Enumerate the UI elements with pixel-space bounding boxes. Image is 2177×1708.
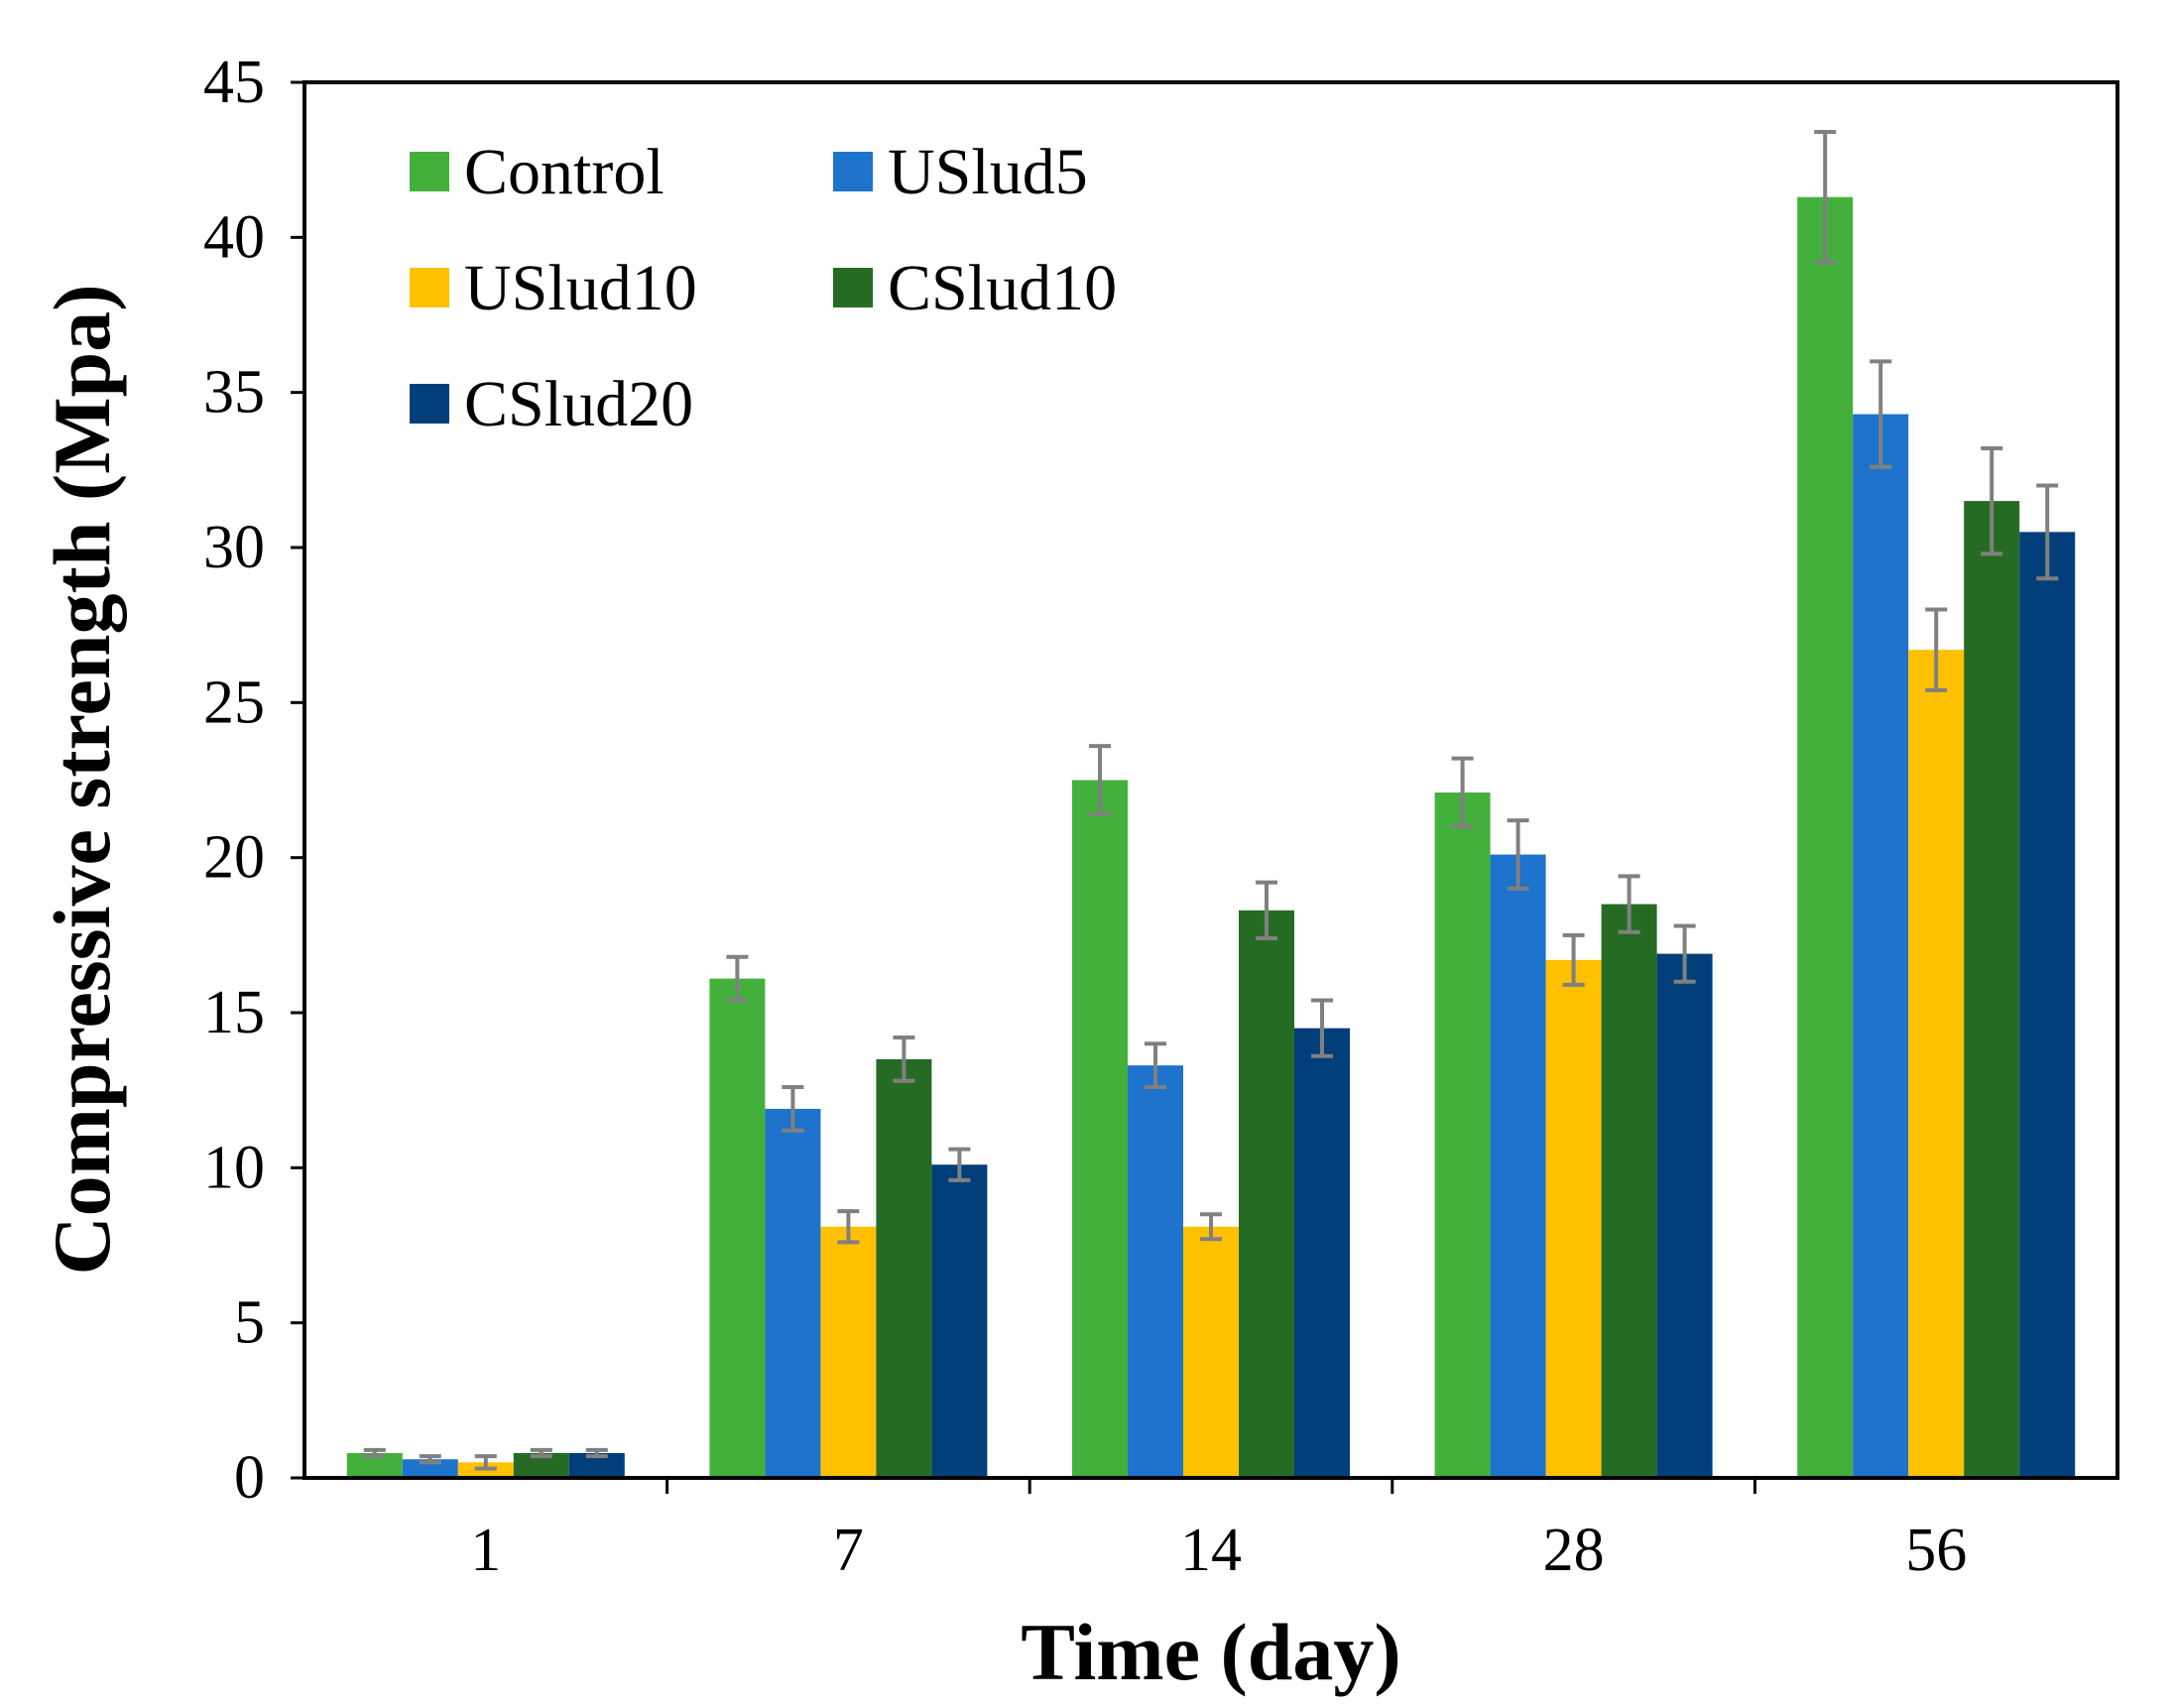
error-bar-USlud5-day-1: [419, 1454, 441, 1465]
bar-Control-day-56: [1797, 196, 1854, 1479]
legend-swatch: [410, 152, 449, 191]
bar-CSlud20-day-28: [1656, 953, 1713, 1478]
error-bar-CSlud10-day-7: [893, 1036, 915, 1083]
legend-item-Control: Control: [410, 136, 665, 208]
legend-swatch: [833, 152, 873, 191]
bar-Control-day-7: [709, 978, 766, 1478]
bar-USlud10-day-28: [1545, 959, 1602, 1478]
y-tick-label: 20: [203, 824, 265, 892]
error-bar-Control-day-1: [363, 1447, 386, 1459]
error-bar-USlud10-day-1: [474, 1454, 497, 1471]
y-tick-label: 0: [234, 1444, 265, 1512]
bar-USlud5-day-56: [1853, 414, 1909, 1478]
legend-swatch: [410, 384, 449, 424]
x-tick-label: 7: [833, 1517, 864, 1584]
error-bar-USlud10-day-7: [837, 1209, 860, 1245]
y-tick-label: 35: [203, 359, 265, 427]
x-axis-title: Time (day): [1021, 1607, 1400, 1697]
y-tick-label: 40: [203, 203, 265, 271]
bar-CSlud20-day-14: [1294, 1028, 1350, 1478]
bar-CSlud10-day-14: [1239, 910, 1294, 1478]
error-bar-Control-day-7: [726, 954, 749, 1003]
legend-label: USlud5: [888, 136, 1088, 208]
legend-item-USlud5: USlud5: [833, 136, 1088, 208]
error-bar-CSlud10-day-14: [1256, 880, 1277, 940]
y-axis: 0 5 10 15 20 25 30 35 40 45: [203, 49, 304, 1512]
y-tick-label: 45: [203, 49, 265, 116]
error-bar-Control-day-56: [1814, 130, 1837, 265]
y-axis-title: Compressive strength (Mpa): [37, 284, 127, 1275]
bar-CSlud20-day-56: [2019, 532, 2076, 1478]
y-tick-label: 5: [234, 1289, 265, 1357]
error-bar-CSlud20-day-28: [1673, 923, 1696, 984]
bar-USlud10-day-56: [1908, 650, 1965, 1478]
y-tick-label: 15: [203, 979, 265, 1046]
error-bar-CSlud20-day-56: [2036, 483, 2059, 581]
bars-layer: [346, 196, 2076, 1479]
x-tick-label: 56: [1905, 1517, 1967, 1584]
bar-Control-day-14: [1072, 780, 1128, 1478]
y-tick-label: 10: [203, 1134, 265, 1201]
x-tick-label: 14: [1180, 1517, 1242, 1584]
error-bar-USlud5-day-56: [1870, 359, 1892, 469]
legend-swatch: [410, 268, 449, 307]
legend: Control USlud5 USlud10 CSlud10 CSlud20: [410, 136, 1117, 440]
bar-USlud5-day-1: [402, 1459, 458, 1478]
plot-frame: [302, 80, 2119, 1480]
x-tick-label: 1: [470, 1517, 501, 1584]
error-bar-Control-day-28: [1451, 756, 1474, 829]
error-bar-CSlud10-day-28: [1618, 874, 1640, 934]
bar-CSlud10-day-7: [876, 1058, 932, 1478]
error-bar-USlud5-day-28: [1507, 818, 1529, 891]
legend-label: Control: [464, 136, 665, 208]
legend-item-CSlud10: CSlud10: [833, 252, 1117, 324]
legend-label: USlud10: [464, 252, 697, 324]
bar-USlud10-day-14: [1183, 1226, 1239, 1478]
error-bar-USlud10-day-56: [1925, 607, 1948, 692]
error-bars-layer: [363, 130, 2059, 1471]
error-bar-CSlud20-day-7: [948, 1147, 971, 1182]
legend-label: CSlud20: [464, 368, 693, 440]
bar-USlud10-day-7: [820, 1226, 877, 1478]
error-bar-Control-day-14: [1089, 744, 1111, 816]
legend-label: CSlud10: [888, 252, 1117, 324]
bar-USlud5-day-14: [1128, 1065, 1183, 1478]
legend-swatch: [833, 268, 873, 307]
bar-USlud5-day-7: [765, 1108, 821, 1478]
error-bar-CSlud10-day-56: [1981, 445, 2003, 556]
error-bar-USlud5-day-7: [782, 1085, 804, 1133]
error-bar-CSlud10-day-1: [530, 1447, 552, 1459]
legend-item-USlud10: USlud10: [410, 252, 697, 324]
error-bar-USlud10-day-14: [1200, 1212, 1222, 1242]
bar-CSlud20-day-7: [931, 1164, 988, 1478]
bar-USlud5-day-28: [1490, 854, 1546, 1478]
error-bar-CSlud20-day-1: [585, 1447, 608, 1459]
bar-Control-day-28: [1434, 793, 1491, 1478]
bar-CSlud10-day-56: [1964, 501, 2020, 1479]
y-tick-label: 25: [203, 669, 265, 736]
bar-CSlud10-day-28: [1601, 904, 1657, 1478]
error-bar-USlud5-day-14: [1145, 1041, 1166, 1090]
error-bar-USlud10-day-28: [1562, 932, 1585, 987]
y-tick-label: 30: [203, 514, 265, 581]
error-bar-CSlud20-day-14: [1311, 998, 1333, 1058]
legend-item-CSlud20: CSlud20: [410, 368, 693, 440]
x-axis: 1 7 14 28 56: [470, 1478, 1967, 1584]
x-tick-label: 28: [1543, 1517, 1605, 1584]
